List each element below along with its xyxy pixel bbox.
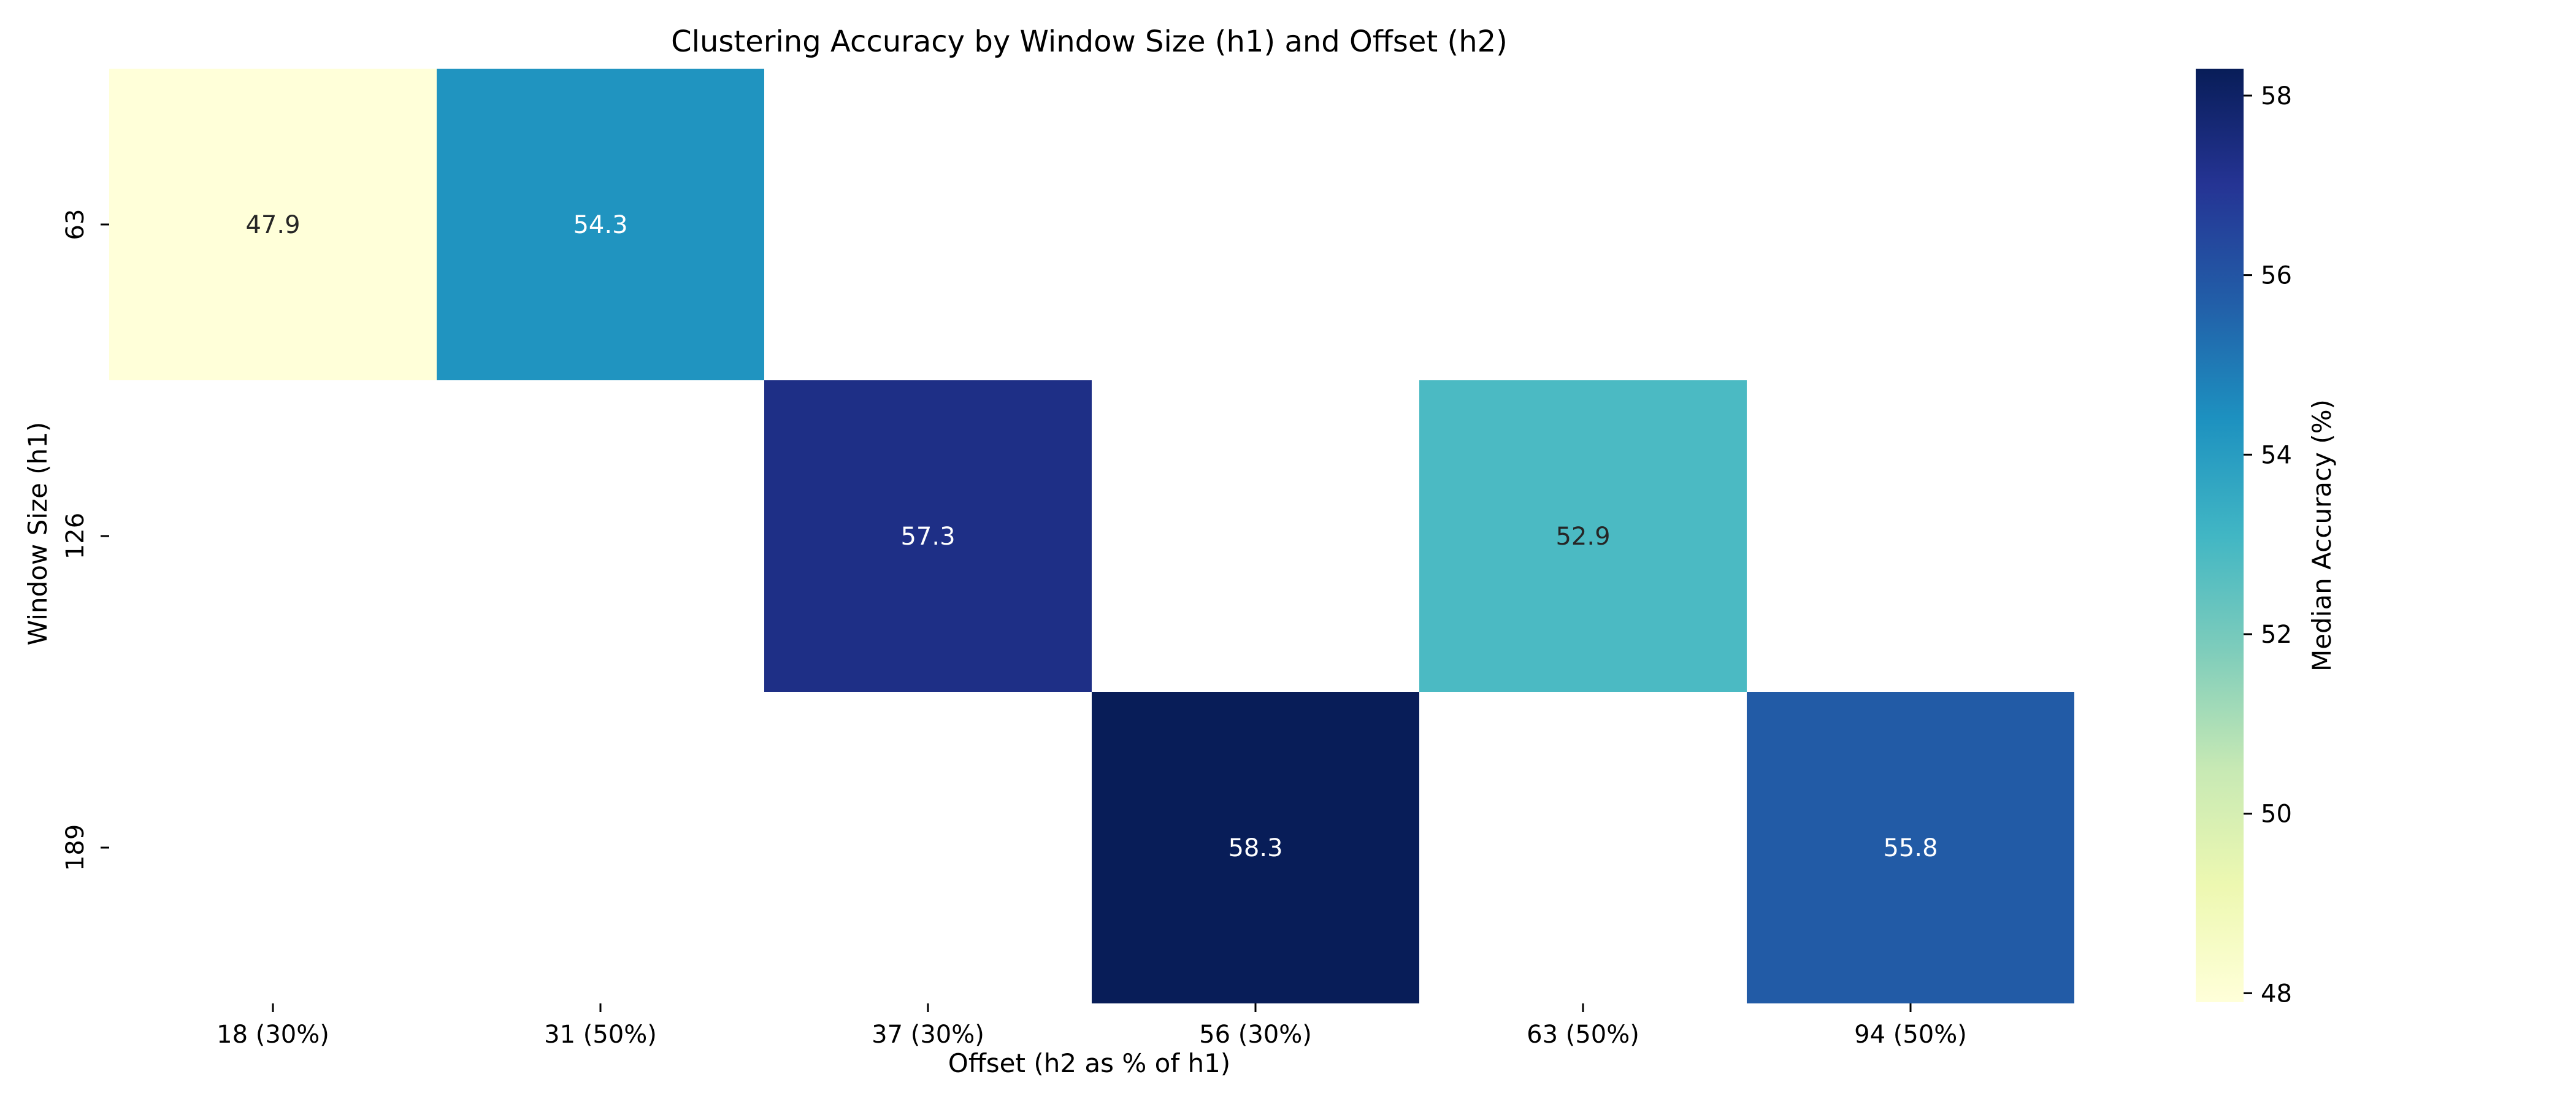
colorbar-label: Median Accuracy (%)	[2307, 399, 2337, 672]
cell-value-label: 47.9	[245, 211, 300, 239]
x-axis-ticks: 18 (30%) 31 (50%) 37 (30%) 56 (30%) 63 (50%)…	[217, 1003, 1967, 1049]
colorbar-tick-label: 58	[2261, 82, 2292, 110]
colorbar-ticks: 48 50 52 54 56 58	[2244, 82, 2292, 1008]
cell-value-label: 58.3	[1228, 834, 1282, 862]
chart-title: Clustering Accuracy by Window Size (h1) …	[671, 25, 1508, 59]
x-tick-label: 31 (50%)	[544, 1021, 657, 1049]
heatmap-cell-labels: 47.9 54.3 57.3 52.9 58.3 55.8	[245, 211, 1938, 862]
colorbar-tick-label: 52	[2261, 621, 2292, 649]
x-tick-label: 56 (30%)	[1199, 1021, 1312, 1049]
colorbar-tick-label: 50	[2261, 800, 2292, 829]
heatmap-cell	[1419, 380, 1747, 692]
x-axis-label: Offset (h2 as % of h1)	[948, 1048, 1230, 1078]
heatmap-cell	[437, 69, 764, 380]
cell-value-label: 52.9	[1555, 523, 1610, 551]
cell-value-label: 57.3	[900, 523, 955, 551]
heatmap-cell	[109, 69, 437, 380]
heatmap-cells	[109, 69, 2074, 1003]
cell-value-label: 54.3	[573, 211, 627, 239]
cell-value-label: 55.8	[1883, 834, 1938, 862]
x-tick-label: 94 (50%)	[1854, 1021, 1967, 1049]
y-axis-label: Window Size (h1)	[23, 422, 53, 646]
y-tick-label: 63	[61, 209, 90, 240]
x-tick-label: 37 (30%)	[872, 1021, 984, 1049]
heatmap-cell	[764, 380, 1092, 692]
y-tick-label: 189	[61, 824, 90, 871]
y-axis-ticks: 63 126 189	[61, 209, 109, 871]
heatmap-cell	[1092, 692, 1419, 1003]
colorbar-tick-label: 48	[2261, 979, 2292, 1008]
colorbar-tick-label: 56	[2261, 262, 2292, 290]
colorbar	[2196, 69, 2244, 1002]
colorbar-tick-label: 54	[2261, 441, 2292, 469]
x-tick-label: 63 (50%)	[1527, 1021, 1639, 1049]
x-tick-label: 18 (30%)	[217, 1021, 329, 1049]
y-tick-label: 126	[61, 513, 90, 559]
heatmap-cell	[1747, 692, 2074, 1003]
